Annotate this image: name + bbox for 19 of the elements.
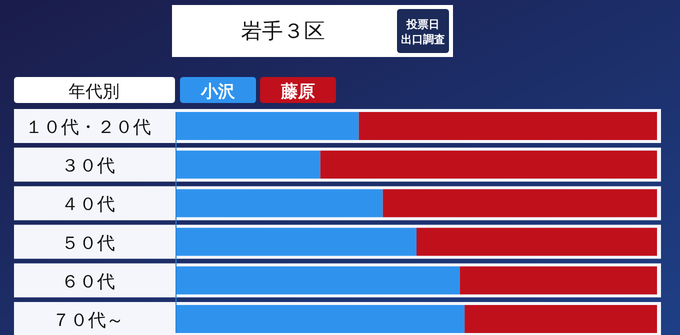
legend-label: 小沢 bbox=[200, 82, 236, 102]
bar bbox=[176, 150, 320, 179]
text: 出口調査 bbox=[401, 33, 445, 46]
y-tick-label: ７０代～ bbox=[52, 310, 124, 331]
chart-title: 岩手３区 bbox=[241, 19, 325, 43]
y-tick-label: ４０代 bbox=[61, 194, 115, 216]
bar bbox=[464, 305, 657, 333]
y-tick-label: ６０代 bbox=[61, 271, 115, 292]
bar bbox=[176, 189, 383, 218]
text: 投票日 bbox=[406, 18, 440, 31]
bar bbox=[460, 266, 657, 294]
bar bbox=[176, 112, 359, 140]
legend-item: 小沢 bbox=[180, 77, 256, 103]
legend-item: 藤原 bbox=[260, 77, 336, 103]
y-tick-label: １０代・２０代 bbox=[25, 117, 151, 138]
y-tick-label: ５０代 bbox=[61, 232, 115, 254]
y-tick-label: ３０代 bbox=[61, 156, 115, 177]
y-axis-title: 年代別 bbox=[68, 82, 120, 102]
legend-label: 藤原 bbox=[280, 82, 315, 102]
